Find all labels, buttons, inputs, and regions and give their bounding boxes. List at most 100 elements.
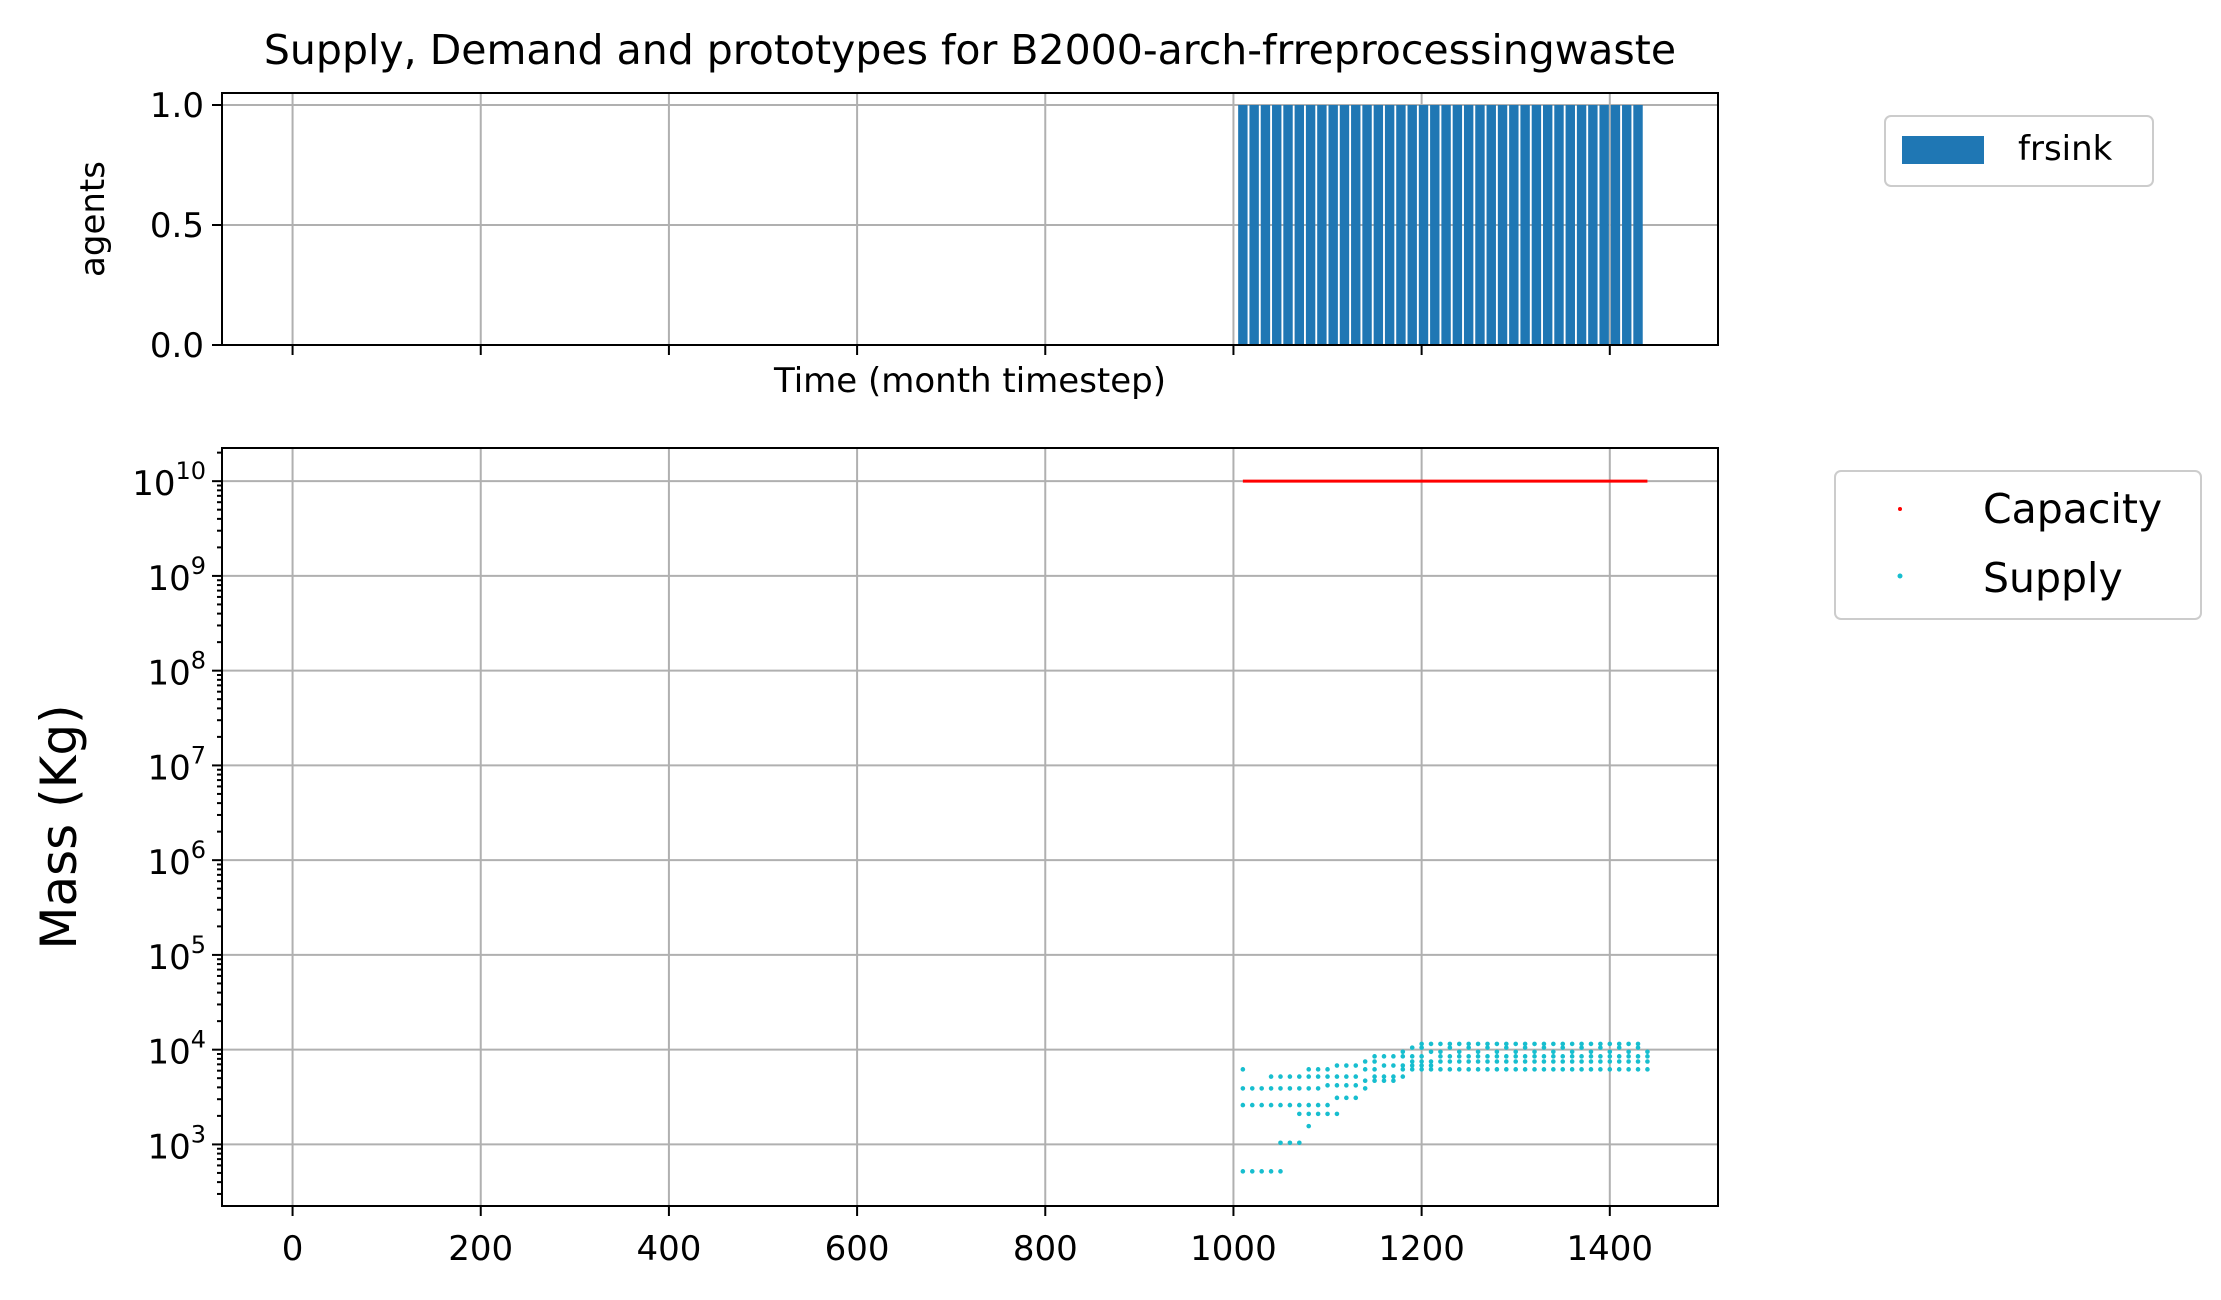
supply-point [1344, 1063, 1349, 1068]
bar [1430, 105, 1440, 345]
supply-point [1616, 1045, 1622, 1050]
bar [1565, 105, 1575, 345]
supply-point [1522, 1067, 1528, 1072]
supply-point [1409, 1054, 1415, 1059]
supply-point [1475, 1041, 1481, 1047]
supply-point [1306, 1111, 1312, 1117]
supply-point [1419, 1067, 1424, 1072]
bar [1633, 105, 1643, 345]
supply-point [1616, 1067, 1622, 1072]
bottom-y-tick-label: 107 [147, 741, 206, 788]
supply-point [1522, 1054, 1528, 1059]
supply-point [1513, 1054, 1519, 1059]
bar [1328, 105, 1338, 345]
supply-point [1541, 1059, 1547, 1064]
supply-point [1240, 1102, 1246, 1108]
supply-point [1325, 1067, 1330, 1072]
supply-point [1588, 1067, 1594, 1072]
supply-point [1428, 1063, 1434, 1068]
bar [1441, 105, 1451, 345]
bar [1509, 105, 1519, 345]
supply-point [1334, 1111, 1340, 1117]
bottom-y-tick-label: 104 [147, 1026, 206, 1073]
supply-point [1400, 1063, 1406, 1068]
supply-point [1466, 1054, 1471, 1059]
supply-point [1344, 1095, 1349, 1101]
supply-point [1372, 1054, 1377, 1059]
supply-point [1438, 1067, 1443, 1072]
bar [1396, 105, 1406, 345]
supply-point [1438, 1041, 1443, 1047]
supply-point [1297, 1074, 1302, 1079]
supply-point [1494, 1049, 1500, 1055]
bottom-x-tick-label: 600 [825, 1229, 890, 1269]
top-legend-swatch [1902, 136, 1984, 164]
bar [1599, 105, 1609, 345]
supply-point [1391, 1074, 1396, 1079]
supply-point [1504, 1054, 1509, 1059]
supply-point [1579, 1067, 1584, 1072]
supply-point [1551, 1049, 1556, 1055]
supply-point [1287, 1074, 1293, 1079]
supply-point [1588, 1054, 1594, 1059]
supply-point [1456, 1049, 1462, 1055]
supply-point [1372, 1078, 1377, 1084]
supply-point [1344, 1083, 1349, 1088]
bar [1305, 105, 1316, 345]
legend-capacity-marker [1898, 507, 1902, 511]
supply-point [1438, 1059, 1443, 1064]
supply-point [1588, 1041, 1594, 1047]
supply-point [1334, 1063, 1340, 1068]
supply-point [1579, 1045, 1584, 1050]
supply-point [1551, 1059, 1556, 1064]
supply-point [1381, 1074, 1387, 1079]
supply-point [1645, 1054, 1650, 1059]
supply-point [1626, 1054, 1631, 1059]
bottom-y-tick-label: 106 [147, 836, 206, 883]
supply-point [1381, 1054, 1387, 1059]
supply-point [1278, 1074, 1283, 1079]
top-y-tick-label: 0.0 [150, 326, 204, 366]
supply-point [1635, 1067, 1641, 1072]
supply-point [1645, 1059, 1650, 1064]
top-bars [1238, 105, 1643, 345]
supply-point [1419, 1045, 1424, 1050]
supply-point [1635, 1045, 1641, 1050]
supply-point [1616, 1041, 1622, 1047]
supply-point [1268, 1102, 1274, 1108]
top-y-axis-label: agents [73, 161, 113, 277]
supply-point [1306, 1102, 1312, 1108]
supply-point [1438, 1049, 1443, 1055]
supply-point [1494, 1059, 1500, 1064]
supply-point [1278, 1140, 1283, 1146]
supply-point [1466, 1041, 1471, 1047]
supply-point [1334, 1095, 1340, 1101]
supply-point [1579, 1059, 1584, 1064]
supply-point [1400, 1067, 1406, 1072]
bar [1497, 105, 1508, 345]
supply-point [1541, 1041, 1547, 1047]
legend-capacity-label: Capacity [1983, 485, 2162, 533]
supply-point [1278, 1169, 1283, 1174]
supply-point [1372, 1067, 1377, 1072]
supply-point [1466, 1067, 1471, 1072]
supply-point [1334, 1083, 1340, 1088]
bar [1622, 105, 1632, 345]
supply-point [1598, 1059, 1603, 1064]
bottom-axes-frame [221, 447, 1719, 1207]
supply-point [1428, 1041, 1434, 1047]
supply-point [1560, 1054, 1566, 1059]
supply-point [1532, 1059, 1537, 1064]
supply-point [1278, 1102, 1283, 1108]
supply-point [1513, 1059, 1519, 1064]
supply-point [1372, 1074, 1377, 1079]
supply-point [1456, 1041, 1462, 1047]
supply-point [1297, 1111, 1302, 1117]
supply-point [1249, 1086, 1255, 1091]
supply-point [1569, 1049, 1575, 1055]
bottom-x-tick-label: 800 [1013, 1229, 1078, 1269]
supply-point [1598, 1045, 1603, 1050]
bar [1576, 105, 1587, 345]
supply-point [1240, 1086, 1246, 1091]
supply-point [1513, 1049, 1519, 1055]
